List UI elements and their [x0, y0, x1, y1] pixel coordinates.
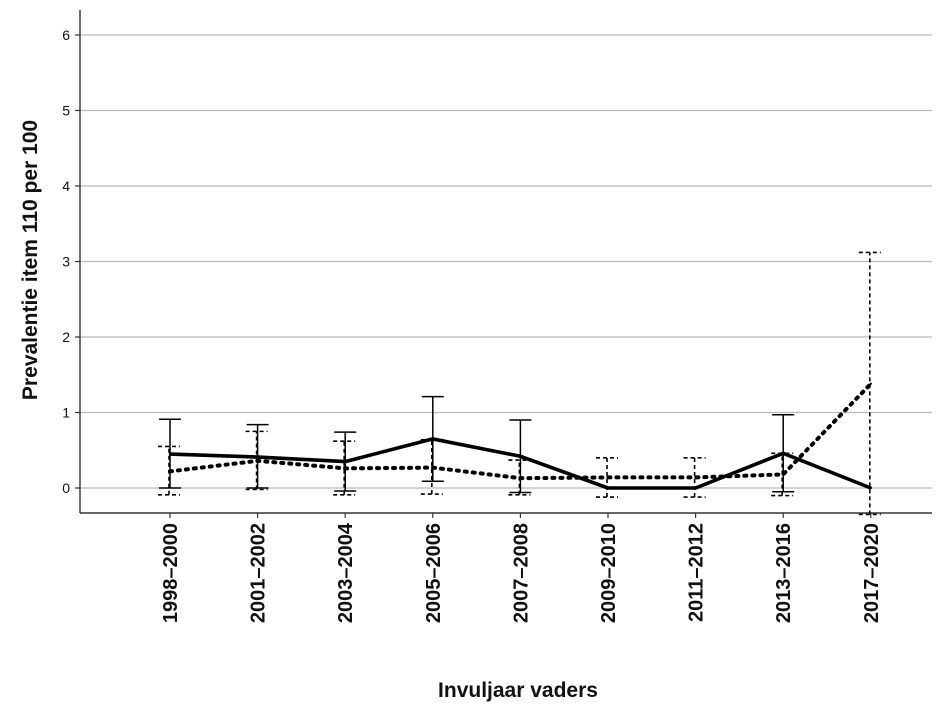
y-tick-label-5: 5 — [62, 103, 70, 119]
y-tick-label-3: 3 — [62, 254, 70, 270]
data-point-5 — [606, 476, 610, 479]
x-tick-label-3: 2005–2006 — [423, 523, 445, 623]
data-point-8 — [869, 486, 872, 490]
x-axis-title: Invuljaar vaders — [438, 679, 598, 702]
y-tick-label-6: 6 — [62, 27, 70, 43]
y-tick-label-1: 1 — [62, 405, 70, 421]
y-tick-label-2: 2 — [62, 329, 70, 345]
axes — [75, 10, 932, 518]
y-tick-labels: 0 1 2 3 4 5 6 — [62, 27, 70, 496]
x-tick-label-1: 2001–2002 — [248, 523, 270, 623]
x-tick-label-2: 2003–2004 — [335, 522, 357, 623]
data-point-3 — [431, 466, 434, 469]
data-point-3 — [431, 437, 434, 441]
gridlines — [80, 34, 932, 489]
data-point-1 — [256, 459, 259, 463]
y-axis-title: Prevalentie item 110 per 100 — [19, 120, 42, 400]
x-tick-label-4: 2007–2008 — [510, 523, 532, 623]
x-tick-label-5: 2009–2010 — [598, 523, 620, 623]
data-point-6 — [694, 476, 697, 479]
y-tick-label-0: 0 — [62, 480, 70, 496]
data-point-7 — [782, 473, 785, 476]
data-point-4 — [519, 455, 522, 458]
series-solid — [159, 395, 872, 494]
data-point-0 — [168, 452, 172, 456]
series — [158, 251, 881, 516]
x-tick-labels: 1998–2000 2001–2002 2003–2004 2005–2006 2007… — [160, 522, 883, 623]
x-tick-label-0: 1998–2000 — [160, 523, 182, 623]
data-point-0 — [168, 470, 172, 473]
y-tick-label-4: 4 — [62, 178, 70, 194]
data-point-4 — [519, 476, 522, 480]
data-point-7 — [782, 452, 785, 455]
x-tick-label-7: 2013–2016 — [773, 523, 795, 623]
x-tick-label-8: 2017–2020 — [861, 523, 883, 623]
data-point-2 — [344, 460, 347, 463]
series-dotted — [158, 251, 881, 516]
x-tick-label-6: 2011–2012 — [686, 523, 708, 622]
data-point-2 — [344, 467, 347, 470]
data-point-8 — [869, 382, 872, 386]
